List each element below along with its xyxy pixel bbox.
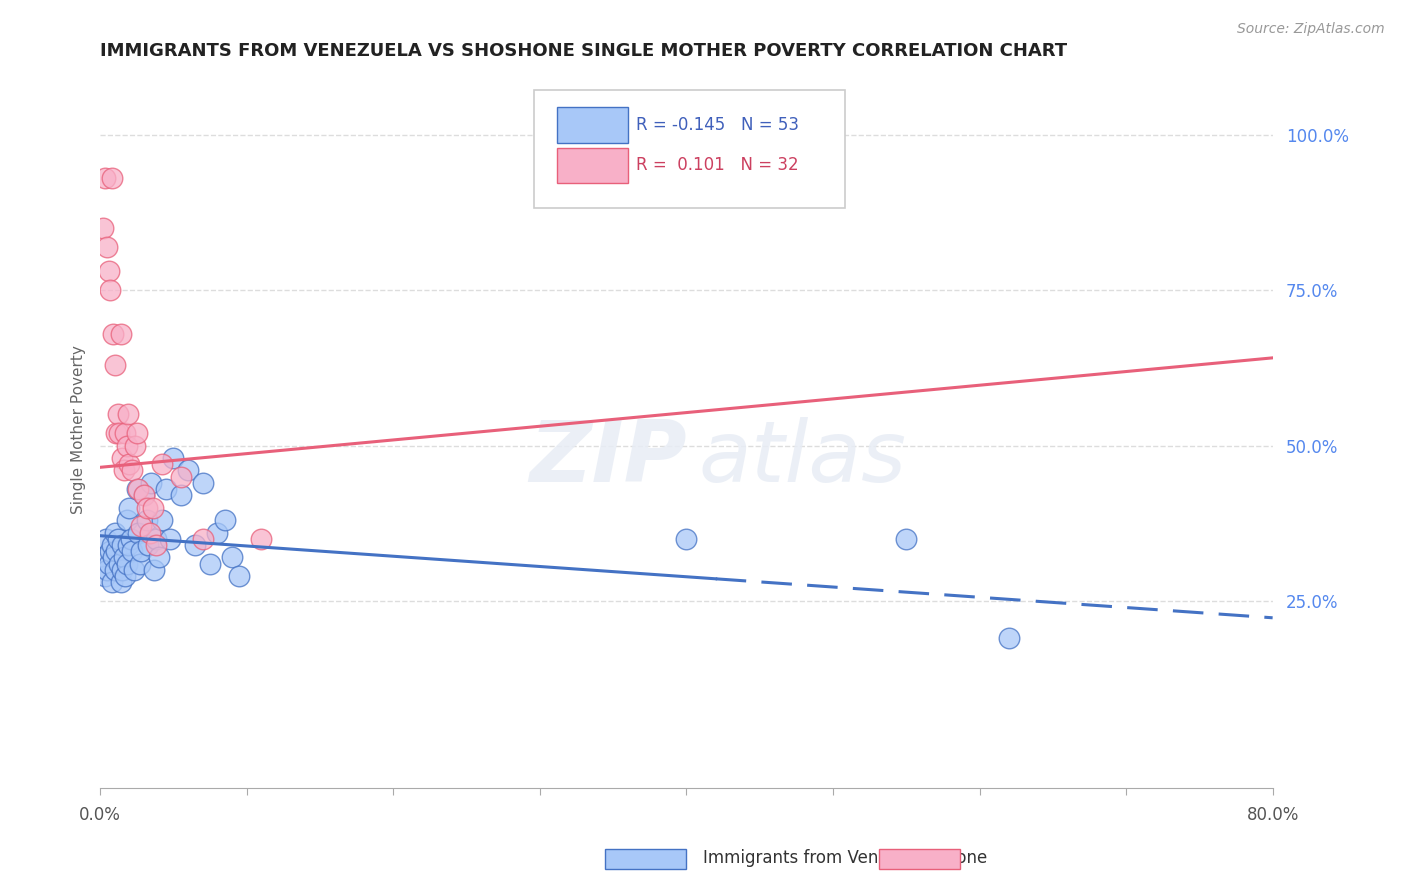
Point bbox=[111, 563, 134, 577]
Text: IMMIGRANTS FROM VENEZUELA VS SHOSHONE SINGLE MOTHER POVERTY CORRELATION CHART: IMMIGRANTS FROM VENEZUELA VS SHOSHONE SI… bbox=[100, 42, 1067, 60]
Point bbox=[150, 513, 173, 527]
Point bbox=[121, 463, 143, 477]
Point bbox=[101, 171, 124, 186]
Point bbox=[184, 538, 207, 552]
Point bbox=[105, 426, 128, 441]
Point bbox=[115, 513, 138, 527]
Point bbox=[207, 525, 229, 540]
Point bbox=[145, 532, 167, 546]
Point bbox=[117, 538, 139, 552]
Point bbox=[150, 457, 173, 471]
Point bbox=[125, 426, 148, 441]
Point bbox=[132, 488, 155, 502]
Point bbox=[148, 550, 170, 565]
Text: 0.0%: 0.0% bbox=[79, 806, 121, 824]
Point bbox=[136, 513, 159, 527]
Point bbox=[198, 557, 221, 571]
Point bbox=[127, 525, 149, 540]
Point bbox=[221, 550, 243, 565]
Text: ZIP: ZIP bbox=[529, 417, 686, 500]
Point bbox=[114, 426, 136, 441]
Point bbox=[191, 475, 214, 490]
Point bbox=[112, 463, 135, 477]
Point bbox=[122, 563, 145, 577]
Point bbox=[117, 408, 139, 422]
Point bbox=[104, 358, 127, 372]
Point bbox=[100, 544, 122, 558]
Point bbox=[159, 532, 181, 546]
Point bbox=[162, 450, 184, 465]
Point bbox=[128, 557, 150, 571]
Point bbox=[100, 283, 122, 297]
Point bbox=[91, 550, 114, 565]
Point bbox=[97, 557, 120, 571]
Y-axis label: Single Mother Poverty: Single Mother Poverty bbox=[72, 345, 86, 515]
Point bbox=[170, 469, 193, 483]
Point bbox=[104, 525, 127, 540]
Point bbox=[110, 575, 132, 590]
Point bbox=[96, 239, 118, 253]
Text: atlas: atlas bbox=[699, 417, 905, 500]
Point bbox=[120, 532, 142, 546]
Point bbox=[129, 544, 152, 558]
Point bbox=[121, 544, 143, 558]
Point bbox=[105, 544, 128, 558]
Point bbox=[896, 532, 918, 546]
Text: 80.0%: 80.0% bbox=[1247, 806, 1299, 824]
Point bbox=[111, 450, 134, 465]
Text: Source: ZipAtlas.com: Source: ZipAtlas.com bbox=[1237, 22, 1385, 37]
Point bbox=[96, 563, 118, 577]
Point bbox=[127, 482, 149, 496]
Point bbox=[101, 575, 124, 590]
Point bbox=[136, 500, 159, 515]
Point bbox=[101, 538, 124, 552]
Point bbox=[118, 457, 141, 471]
Point bbox=[214, 513, 236, 527]
Point bbox=[108, 557, 131, 571]
Point bbox=[145, 538, 167, 552]
Point bbox=[124, 438, 146, 452]
Point bbox=[103, 550, 125, 565]
Point bbox=[141, 475, 163, 490]
Point bbox=[110, 326, 132, 341]
Text: Immigrants from Venezuela: Immigrants from Venezuela bbox=[703, 849, 932, 867]
Point bbox=[115, 557, 138, 571]
Point bbox=[250, 532, 273, 546]
Point bbox=[108, 426, 131, 441]
Point bbox=[93, 171, 115, 186]
Point bbox=[111, 538, 134, 552]
Point bbox=[118, 500, 141, 515]
Point bbox=[139, 525, 162, 540]
Point bbox=[132, 488, 155, 502]
Point bbox=[129, 519, 152, 533]
Point bbox=[93, 569, 115, 583]
Point bbox=[103, 326, 125, 341]
Point bbox=[228, 569, 250, 583]
Point bbox=[107, 408, 129, 422]
Point bbox=[138, 538, 160, 552]
Point bbox=[91, 220, 114, 235]
Text: Shoshone: Shoshone bbox=[907, 849, 988, 867]
Point bbox=[107, 532, 129, 546]
Point bbox=[94, 532, 117, 546]
Point bbox=[170, 488, 193, 502]
Point bbox=[191, 532, 214, 546]
Point bbox=[155, 482, 177, 496]
Point bbox=[177, 463, 200, 477]
FancyBboxPatch shape bbox=[557, 147, 627, 183]
Point bbox=[112, 550, 135, 565]
Point bbox=[115, 438, 138, 452]
Text: R = -0.145   N = 53: R = -0.145 N = 53 bbox=[636, 116, 799, 134]
Point bbox=[104, 563, 127, 577]
Point bbox=[125, 482, 148, 496]
Point bbox=[142, 500, 165, 515]
Point bbox=[143, 563, 166, 577]
Point bbox=[998, 632, 1021, 646]
FancyBboxPatch shape bbox=[557, 107, 627, 143]
Point bbox=[97, 264, 120, 278]
FancyBboxPatch shape bbox=[534, 90, 845, 209]
Point bbox=[114, 569, 136, 583]
Point bbox=[675, 532, 697, 546]
Text: R =  0.101   N = 32: R = 0.101 N = 32 bbox=[636, 156, 799, 175]
